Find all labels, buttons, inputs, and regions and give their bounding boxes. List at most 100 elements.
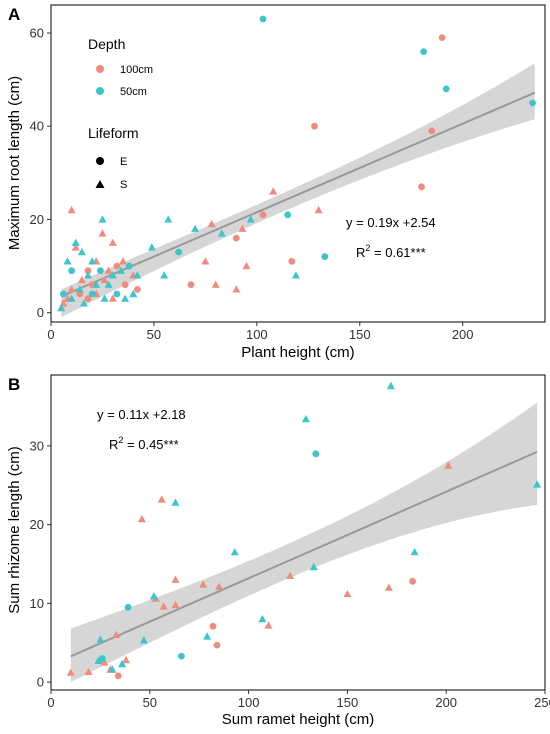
data-point (409, 577, 416, 585)
data-point (84, 295, 92, 303)
data-point (438, 34, 446, 41)
data-point (88, 290, 96, 298)
data-point (171, 498, 180, 506)
panel-a-y-tick-label: 60 (30, 25, 44, 40)
data-point (201, 257, 210, 265)
panel-b-y-tick-label: 0 (37, 675, 44, 690)
data-point (77, 275, 86, 284)
panel-b-x-axis-title: Sum ramet height (cm) (222, 711, 375, 728)
data-point (113, 262, 121, 270)
data-point (84, 271, 92, 279)
data-point (171, 575, 180, 583)
data-point (88, 257, 97, 265)
data-point (291, 271, 300, 279)
data-point (97, 267, 104, 275)
panel-a: A 0 50 100 150 200 0 20 40 60 Plant height (cm)… (6, 4, 546, 361)
data-point (259, 15, 267, 23)
data-point (66, 668, 75, 676)
data-point (92, 280, 101, 288)
data-point (104, 280, 113, 288)
panel-b-ci-area (70, 402, 538, 683)
data-point (133, 271, 142, 279)
data-point (259, 211, 267, 219)
panel-b: B 0 50 100 150 200 250 0 10 20 30 Sum ramet heig… (6, 374, 550, 728)
data-point (217, 229, 226, 237)
panel-a-y-tick-label: 40 (30, 119, 44, 134)
data-point (79, 299, 88, 307)
data-point (134, 286, 141, 293)
data-point (238, 224, 247, 232)
data-point (384, 583, 393, 591)
panel-b-x-tick-label: 250 (534, 695, 550, 710)
panel-a-x-axis-title: Plant height (cm) (241, 344, 354, 361)
data-point (114, 672, 122, 680)
data-point (258, 614, 267, 623)
panel-a-r-squared-exp: 2 (365, 243, 370, 253)
panel-b-label: B (8, 375, 20, 394)
data-point (444, 461, 453, 469)
data-point (124, 603, 132, 611)
legend-s-label: S (120, 179, 127, 191)
panel-b-fit-line (70, 450, 538, 658)
data-point (84, 667, 93, 675)
panel-b-x-tick-label: 0 (47, 695, 54, 710)
panel-a-equation: y = 0.19x +2.54 (346, 215, 436, 230)
data-point (230, 548, 239, 556)
data-point (100, 294, 109, 302)
data-point (288, 258, 296, 265)
panel-a-fit-line (60, 91, 536, 298)
data-point (207, 219, 216, 228)
data-point (60, 290, 67, 298)
panel-a-y-tick-label: 0 (37, 305, 44, 320)
data-point (98, 229, 107, 237)
panel-b-r-squared: R2 = 0.45*** (109, 435, 179, 452)
data-point (147, 243, 156, 251)
panel-a-y-tick-label: 20 (30, 212, 44, 227)
data-point (67, 294, 76, 302)
panel-b-y-axis-title: Sum rhizome length (cm) (6, 446, 23, 614)
data-point (139, 636, 148, 644)
panel-b-y-tick-label: 10 (30, 596, 44, 611)
panel-a-y-axis-title: Maximum root length (cm) (6, 76, 23, 250)
data-point (242, 261, 251, 270)
data-point (67, 285, 76, 293)
data-point (125, 262, 133, 270)
data-point (84, 267, 92, 275)
data-point (232, 234, 240, 242)
data-point (71, 238, 80, 246)
panel-b-r-squared-r: R (109, 437, 118, 452)
panel-b-x-tick-label: 150 (337, 695, 359, 710)
panel-b-confidence-band (70, 402, 538, 683)
data-point (314, 205, 323, 214)
data-point (100, 275, 109, 284)
data-point (309, 562, 318, 571)
data-point (211, 280, 220, 288)
data-point (108, 271, 117, 279)
legend-depth-title: Depth (88, 36, 125, 52)
panel-a-points (57, 15, 536, 312)
data-point (121, 294, 130, 302)
data-point (108, 294, 117, 302)
data-point (108, 665, 117, 673)
data-point (209, 622, 217, 630)
panel-b-points (66, 381, 542, 680)
data-point (203, 632, 212, 640)
legend-lifeform-title: Lifeform (88, 125, 139, 141)
data-point (98, 215, 107, 223)
panel-b-x-tick-label: 200 (435, 695, 457, 710)
panel-b-y-axis: 0 10 20 30 (30, 438, 51, 690)
legend-50cm-swatch (96, 87, 104, 95)
data-point (75, 285, 84, 293)
data-point (121, 281, 129, 289)
legend-100cm-swatch (96, 65, 104, 73)
data-point (418, 183, 425, 191)
data-point (284, 211, 292, 219)
data-point (119, 257, 127, 265)
data-point (199, 580, 208, 588)
data-point (191, 224, 200, 232)
data-point (100, 658, 109, 666)
panel-b-equation: y = 0.11x +2.18 (97, 407, 186, 422)
data-point (343, 589, 352, 598)
legend-e-circle-icon (96, 157, 104, 165)
panel-a-x-axis: 0 50 100 150 200 (47, 322, 474, 342)
